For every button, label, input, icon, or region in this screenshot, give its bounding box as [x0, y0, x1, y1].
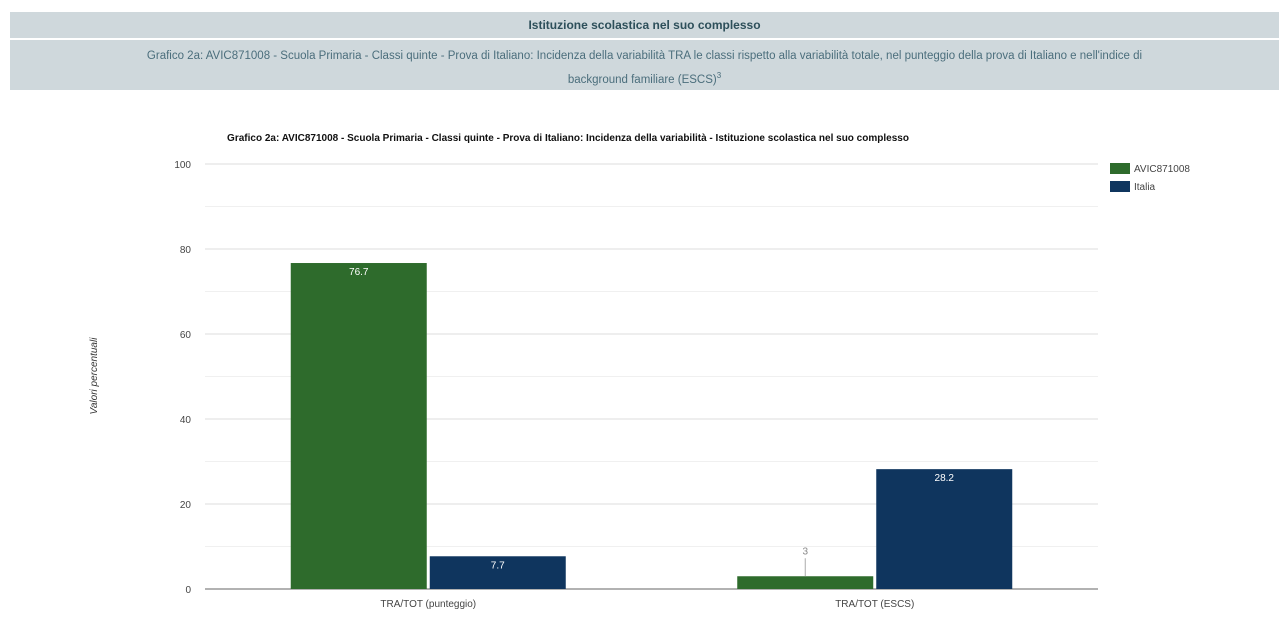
x-category-label: TRA/TOT (punteggio) [380, 599, 476, 610]
y-tick-label: 100 [174, 160, 191, 171]
bar-avic871008-1 [737, 576, 874, 589]
caption-line-1: Grafico 2a: AVIC871008 - Scuola Primaria… [146, 50, 1143, 62]
y-axis-label: Valori percentuali [89, 337, 100, 415]
bar-italia-0 [429, 556, 566, 589]
y-tick-label: 60 [180, 330, 192, 341]
legend-label: Italia [1134, 182, 1156, 193]
legend-swatch [1110, 181, 1130, 192]
caption-line-2: background familiare (ESCS)3 [10, 66, 1279, 90]
caption-line-2-text: background familiare (ESCS) [567, 73, 717, 86]
section-title: Istituzione scolastica nel suo complesso [528, 18, 761, 32]
bar-italia-1 [876, 469, 1013, 589]
footnote-marker: 3 [716, 71, 722, 80]
chart-title: Grafico 2a: AVIC871008 - Scuola Primaria… [227, 133, 909, 144]
data-label: 28.2 [935, 473, 955, 484]
y-tick-label: 80 [180, 245, 192, 256]
bar-avic871008-0 [290, 263, 427, 589]
y-tick-label: 0 [185, 585, 191, 596]
legend-label: AVIC871008 [1134, 164, 1190, 175]
data-label: 3 [802, 546, 808, 557]
y-tick-label: 40 [180, 415, 192, 426]
section-header: Istituzione scolastica nel suo complesso [10, 12, 1279, 39]
y-tick-label: 20 [180, 500, 192, 511]
data-label: 76.7 [349, 267, 369, 278]
legend-swatch [1110, 163, 1130, 174]
chart-caption: Grafico 2a: AVIC871008 - Scuola Primaria… [10, 40, 1279, 90]
data-label: 7.7 [491, 560, 505, 571]
x-category-label: TRA/TOT (ESCS) [835, 599, 914, 610]
